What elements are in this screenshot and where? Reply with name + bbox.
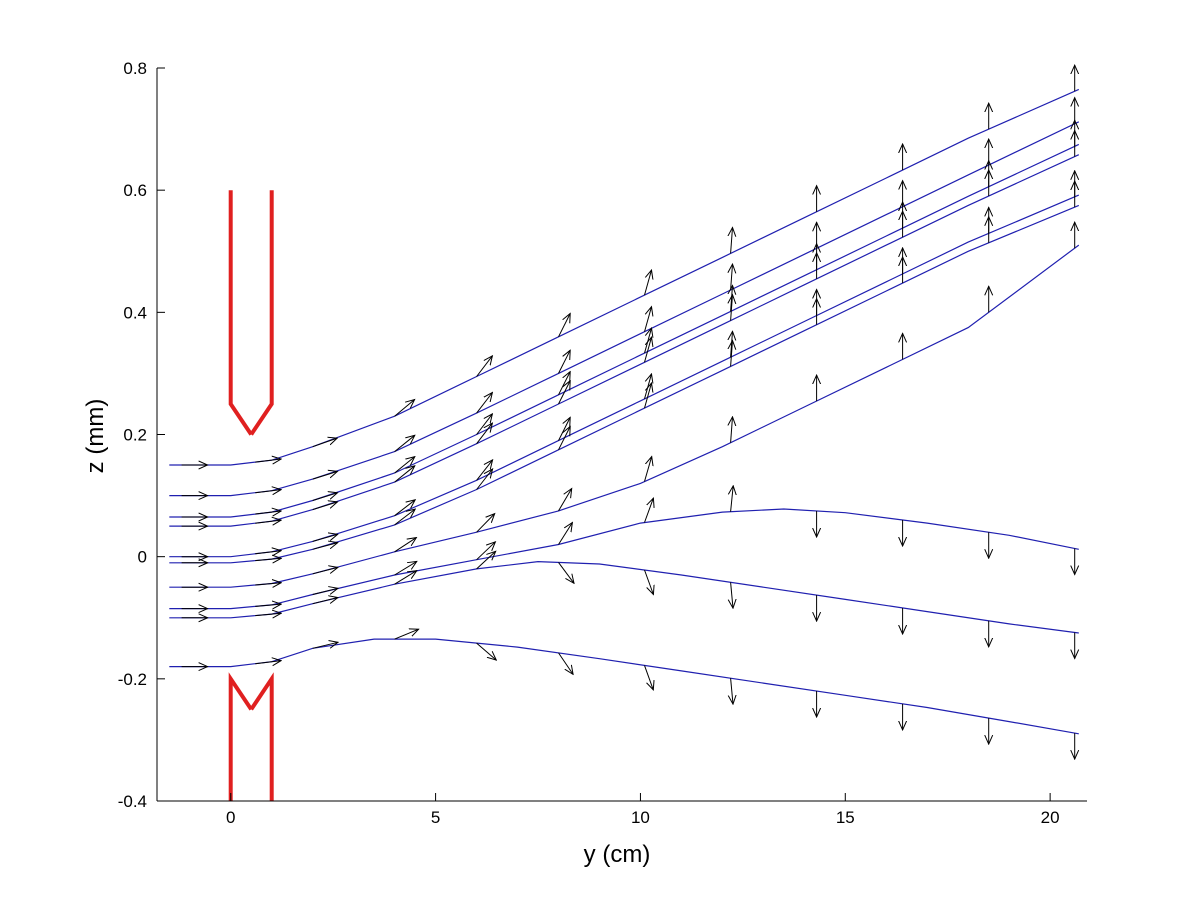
velocity-arrow-4-5 (476, 423, 493, 445)
velocity-arrow-5-2 (255, 551, 281, 554)
velocity-arrow-8-3 (312, 588, 338, 595)
velocity-arrow-10-6 (558, 652, 574, 675)
velocity-arrow-7-5 (476, 514, 495, 533)
velocity-arrow-8-2 (255, 604, 281, 606)
y-tick-label: 0.4 (123, 303, 147, 322)
velocity-arrow-8-6 (558, 523, 573, 545)
velocity-arrow-10-4 (394, 629, 419, 640)
velocity-arrow-9-6 (558, 562, 575, 583)
velocity-arrow-6-6 (558, 427, 571, 451)
x-tick-label: 10 (631, 808, 650, 827)
velocity-arrow-6-3 (312, 543, 338, 550)
velocity-arrow-4-6 (558, 381, 571, 405)
velocity-arrow-10-3 (312, 642, 338, 649)
trajectory-line-8 (169, 508, 1079, 610)
nozzle-wall-upper-left (228, 190, 253, 436)
velocity-arrow-1-4 (394, 400, 415, 417)
velocity-arrow-1-8 (731, 228, 733, 254)
velocity-arrow-7-4 (394, 538, 417, 553)
velocity-arrow-10-7 (644, 665, 654, 690)
velocity-arrow-1-2 (255, 459, 281, 462)
nozzle-wall-upper-right (249, 190, 274, 436)
trajectory-line-6 (169, 204, 1080, 564)
y-tick-label: 0.2 (123, 426, 147, 445)
velocity-arrow-8-8 (731, 486, 734, 512)
velocity-arrow-10-5 (476, 642, 497, 660)
axes: 0 5 10 15 20 -0.4 -0.2 0 0.2 0.4 0.6 0.8 (118, 59, 1087, 827)
velocity-arrow-7-3 (312, 567, 338, 575)
velocity-arrow-3-5 (476, 414, 493, 435)
velocity-arrow-8-4 (394, 561, 417, 576)
y-tick-label: -0.4 (118, 792, 147, 811)
velocity-arrow-4-3 (312, 502, 338, 511)
velocity-arrow-6-7 (644, 383, 652, 409)
velocity-arrow-7-2 (255, 583, 281, 585)
velocity-arrow-4-7 (644, 337, 652, 363)
velocity-arrow-3-3 (312, 493, 338, 501)
velocity-arrow-6-8 (731, 341, 733, 367)
velocity-arrow-9-7 (644, 569, 654, 595)
x-tick-label: 20 (1041, 808, 1060, 827)
velocity-arrow-2-3 (312, 471, 338, 480)
y-axis-label: z (mm) (82, 399, 109, 474)
x-axis-label: y (cm) (584, 841, 651, 868)
velocity-arrow-6-4 (394, 509, 416, 526)
velocity-arrow-9-3 (312, 598, 338, 605)
velocity-arrow-9-8 (731, 582, 733, 608)
velocity-arrow-8-7 (644, 498, 654, 523)
trajectory-line-10 (169, 638, 1079, 735)
velocity-arrow-2-2 (255, 490, 281, 493)
velocity-arrow-4-4 (394, 466, 415, 483)
velocity-arrow-4-8 (731, 295, 733, 321)
velocity-arrow-4-2 (255, 520, 281, 523)
nozzle-wall-lower-right (249, 672, 274, 801)
velocity-arrow-6-2 (255, 558, 281, 560)
y-tick-label: 0.8 (123, 59, 147, 78)
velocity-arrow-7-6 (558, 489, 572, 512)
y-tick-label: -0.2 (118, 670, 147, 689)
velocity-arrow-8-5 (476, 542, 496, 561)
velocity-arrow-2-6 (558, 350, 571, 374)
velocity-arrow-2-7 (644, 307, 652, 332)
y-tick-label: 0.6 (123, 181, 147, 200)
velocity-arrow-3-4 (394, 457, 415, 474)
velocity-arrow-2-5 (476, 393, 493, 414)
x-tick-label: 0 (226, 808, 235, 827)
plot-area (169, 65, 1080, 801)
velocity-arrow-9-5 (476, 551, 496, 570)
velocity-arrow-1-3 (312, 438, 338, 448)
velocity-arrow-1-5 (476, 356, 493, 377)
velocity-arrow-5-4 (394, 500, 416, 517)
nozzle-wall-lower-left (228, 672, 253, 801)
velocity-arrow-9-2 (255, 613, 281, 615)
velocity-arrow-7-7 (644, 457, 652, 482)
velocity-arrow-1-6 (558, 314, 571, 338)
velocity-arrow-7-8 (731, 417, 733, 443)
trajectory-line-3 (169, 143, 1080, 518)
trajectory-line-2 (169, 121, 1080, 497)
velocity-arrow-3-2 (255, 511, 281, 514)
y-tick-label: 0 (138, 548, 147, 567)
velocity-arrow-5-5 (476, 460, 493, 481)
velocity-arrow-2-4 (394, 435, 415, 452)
velocity-arrow-5-3 (312, 534, 338, 542)
x-tick-label: 15 (836, 808, 855, 827)
velocity-arrow-1-7 (644, 270, 652, 296)
velocity-arrow-6-5 (476, 469, 493, 490)
velocity-arrow-10-8 (731, 678, 733, 704)
x-tick-label: 5 (431, 808, 440, 827)
trajectory-line-7 (169, 244, 1080, 588)
velocity-arrow-9-4 (394, 571, 417, 585)
velocity-arrow-10-2 (255, 661, 281, 664)
trajectory-line-9 (169, 560, 1079, 634)
